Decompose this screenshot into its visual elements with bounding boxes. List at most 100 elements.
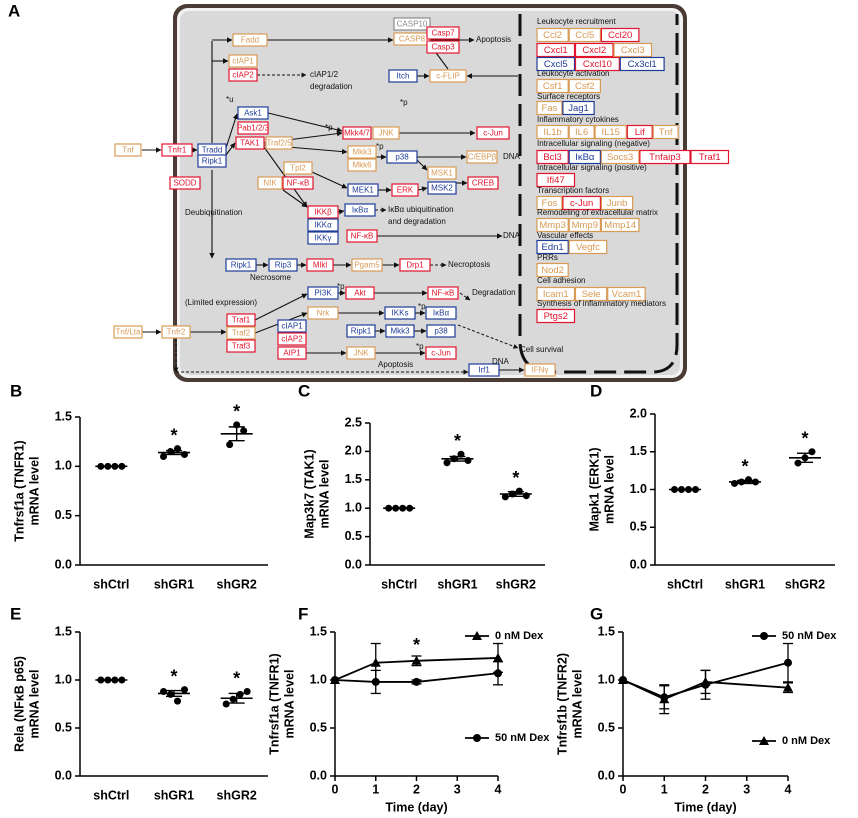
- legend-label: 0 nM Dex: [495, 630, 544, 642]
- gene-box: [536, 195, 563, 211]
- node-label: CASP8: [399, 35, 426, 44]
- node-box: [307, 286, 339, 300]
- pathway-text: Necrosome: [250, 273, 291, 282]
- pathway-text: DNA: [503, 152, 521, 161]
- panel-label: G: [590, 604, 603, 623]
- pathway-text: Degradation: [472, 288, 516, 297]
- node-label: Ripk1: [351, 327, 372, 336]
- data-point: [243, 688, 251, 696]
- legend-marker: [473, 734, 481, 742]
- x-tick-label: shGR2: [217, 788, 257, 802]
- gene-group-title: Leukocyte recruitment: [537, 17, 616, 26]
- node-label: Ripk1: [231, 261, 252, 270]
- gene-group-title: Inflammatory cytokines: [537, 115, 619, 124]
- node-box: [342, 126, 372, 140]
- x-tick-label: shGR2: [785, 577, 825, 591]
- y-axis-label: Tnfrsf1a (TNFR1): [12, 440, 26, 541]
- node-label: Traf2/5: [266, 139, 292, 148]
- node-box: [425, 306, 457, 320]
- node-label: p38: [434, 327, 448, 336]
- gene-box: [600, 217, 640, 233]
- significance: *: [170, 425, 177, 445]
- gene-box: [626, 124, 653, 140]
- gene-label: Ptgs2: [544, 311, 568, 322]
- node-label: SODD: [173, 179, 196, 188]
- legend-label: 0 nM Dex: [782, 735, 831, 747]
- node-label: c-Jun: [431, 349, 451, 358]
- data-point: [731, 479, 738, 487]
- node-label: Drp1: [406, 261, 424, 270]
- pathway-text: Cell survival: [520, 345, 563, 354]
- node-box: [257, 176, 283, 190]
- node-label: Mkk3: [352, 148, 372, 157]
- gene-box: [568, 124, 595, 140]
- y-tick-label: 0.0: [598, 768, 615, 782]
- x-tick-label: shGR1: [725, 577, 765, 591]
- gene-box: [568, 149, 602, 165]
- gene-label: Ifi47: [547, 175, 565, 186]
- x-tick-label: 0: [332, 782, 339, 796]
- pathway-text: *p: [400, 98, 408, 107]
- gene-label: Bcl3: [543, 152, 561, 163]
- node-box: [426, 40, 460, 54]
- y-tick-label: 0.5: [55, 508, 72, 522]
- legend-marker: [760, 632, 768, 640]
- node-box: [228, 68, 258, 82]
- y-axis-label: mRNA level: [602, 455, 616, 524]
- node-box: [307, 306, 339, 320]
- gene-box: [607, 286, 646, 302]
- x-tick-label: 2: [413, 782, 420, 796]
- significance: *: [413, 635, 420, 655]
- significance: *: [741, 456, 748, 476]
- y-axis-label: Tnfrsf1a (TNFR1): [267, 653, 281, 754]
- gene-box: [613, 42, 653, 58]
- panel-label: C: [298, 381, 310, 400]
- node-label: Mlkl: [313, 261, 327, 270]
- node-label: MSK1: [431, 169, 453, 178]
- node-box: [307, 218, 339, 232]
- significance: *: [170, 666, 177, 686]
- node-box: [346, 346, 376, 360]
- node-label: cIAP1: [232, 57, 254, 66]
- gene-label: Tnf: [659, 127, 673, 138]
- gene-box: [690, 149, 730, 165]
- node-box: [467, 176, 499, 190]
- node-box: [393, 17, 431, 31]
- arrow: [416, 159, 428, 171]
- node-box: [427, 166, 457, 180]
- gene-label: Edn1: [542, 242, 564, 253]
- gene-label: Sele: [582, 289, 601, 300]
- node-label: cIAP1: [281, 322, 303, 331]
- arrow: [225, 142, 236, 156]
- gene-box: [536, 27, 569, 43]
- node-box: [161, 143, 193, 157]
- node-box: [426, 26, 460, 40]
- node-label: MEK1: [352, 186, 374, 195]
- node-box: [237, 106, 269, 120]
- pathway-text: DNA: [503, 231, 521, 240]
- gene-label: Vegfc: [576, 242, 600, 253]
- node-label: p38: [395, 153, 409, 162]
- node-label: TAK1: [240, 139, 260, 148]
- marker: [331, 676, 339, 684]
- node-label: Pab1/2/3: [237, 124, 270, 133]
- dashed-arrow: [459, 292, 471, 301]
- gene-group-title: Leukocyte activation: [537, 69, 610, 78]
- arrow: [311, 171, 348, 189]
- y-axis-label: mRNA level: [282, 669, 296, 738]
- gene-group-title: Transcription factors: [537, 186, 609, 195]
- x-axis-label: Time (day): [385, 800, 447, 814]
- x-tick-label: shCtrl: [93, 577, 129, 591]
- node-label: Mkk6: [352, 161, 372, 170]
- gene-label: Traf1: [699, 152, 721, 163]
- series-line: [622, 679, 789, 701]
- data-point: [222, 700, 230, 708]
- node-label: IκBα: [433, 309, 450, 318]
- data-point: [226, 441, 234, 449]
- gene-box: [536, 149, 569, 165]
- pathway-text: *p: [376, 142, 384, 151]
- node-box: [345, 286, 375, 300]
- x-tick-label: 3: [454, 782, 461, 796]
- x-tick-label: 0: [620, 782, 627, 796]
- gene-label: IκBα: [575, 152, 595, 163]
